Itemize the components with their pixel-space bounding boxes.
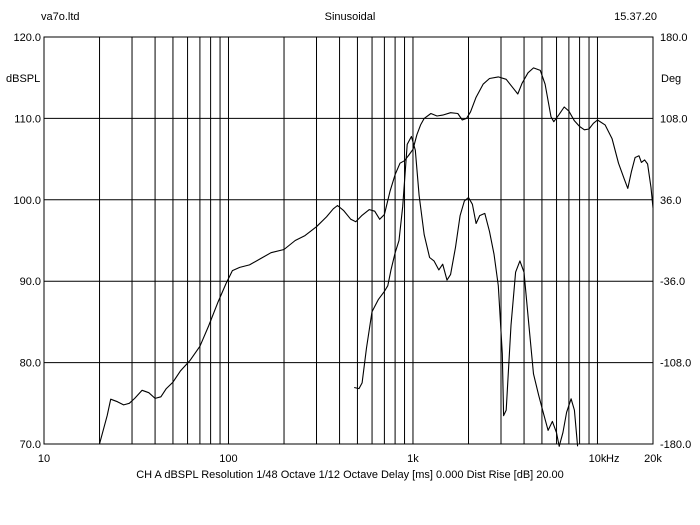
y2-axis-label: Deg	[661, 73, 681, 85]
y-tick-label: 80.0	[20, 358, 41, 370]
x-tick-label: 10	[38, 453, 50, 465]
x-tick-label: 1k	[407, 453, 419, 465]
y-axis-right: -180.0 -108.0 -36.0 36.0 108.0 180.0	[660, 32, 691, 451]
timestamp: 15.37.20	[614, 11, 657, 23]
settings-footer: CH A dBSPL Resolution 1/48 Octave 1/12 O…	[136, 469, 564, 481]
x-axis-unit: Hz	[606, 453, 619, 465]
x-tick-label: 20k	[644, 453, 662, 465]
phase-curve	[354, 135, 579, 447]
x-axis: 10 100 1k 10k 20k	[38, 453, 662, 465]
spl-curve	[98, 67, 654, 445]
y2-tick-label: 108.0	[660, 113, 688, 125]
chart-title: Sinusoidal	[324, 11, 376, 23]
y-axis-label: dBSPL	[6, 73, 40, 85]
y2-tick-label: -108.0	[660, 358, 691, 370]
x-tick-label: 10k	[589, 453, 607, 465]
y-tick-label: 120.0	[13, 32, 41, 44]
x-tick-label: 100	[219, 453, 237, 465]
y2-tick-label: -180.0	[660, 439, 691, 451]
y-tick-label: 100.0	[13, 195, 41, 207]
y2-tick-label: -36.0	[660, 276, 685, 288]
header-left-label: va7o.ltd	[41, 11, 80, 23]
curves	[98, 67, 654, 447]
y-tick-label: 110.0	[14, 113, 41, 125]
y2-tick-label: 36.0	[660, 195, 681, 207]
y2-tick-label: 180.0	[660, 32, 688, 44]
y-tick-label: 70.0	[20, 439, 41, 451]
plot-frame	[43, 36, 654, 445]
grid	[44, 37, 653, 444]
y-axis-left: 70.0 80.0 90.0 100.0 110.0 120.0	[13, 32, 41, 451]
y-tick-label: 90.0	[20, 276, 41, 288]
